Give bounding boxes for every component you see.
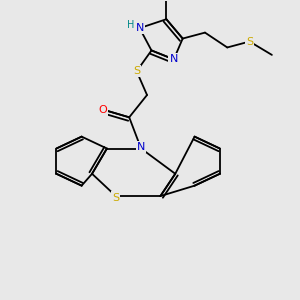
Text: S: S xyxy=(112,193,119,202)
Text: O: O xyxy=(98,105,107,115)
Text: H: H xyxy=(127,20,134,30)
Text: N: N xyxy=(135,23,144,33)
Text: N: N xyxy=(137,142,145,152)
Text: S: S xyxy=(133,66,140,76)
Text: S: S xyxy=(246,37,253,46)
Text: N: N xyxy=(169,54,178,64)
